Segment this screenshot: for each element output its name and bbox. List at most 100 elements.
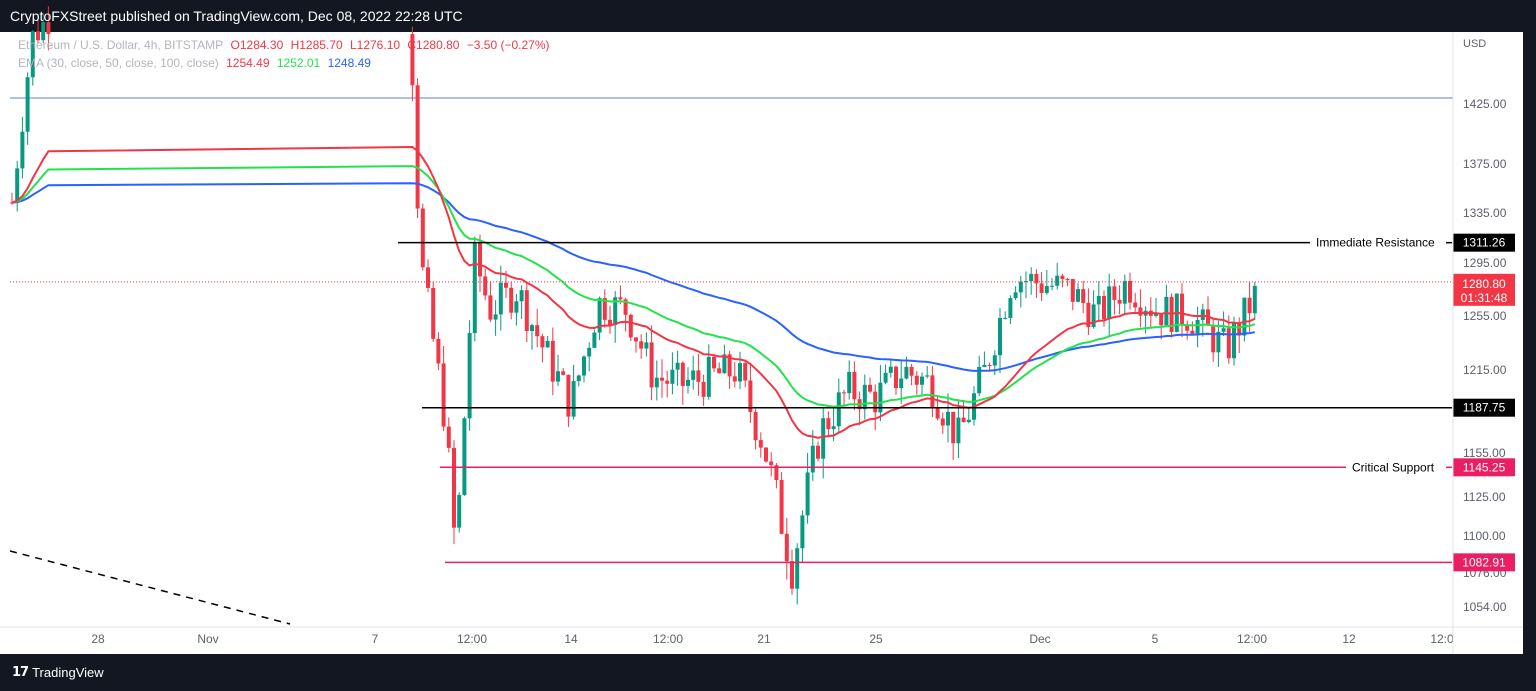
candle-body xyxy=(743,363,748,381)
candle-body xyxy=(748,380,753,412)
candle-body xyxy=(566,374,571,417)
x-tick-label: 5 xyxy=(1152,632,1159,646)
x-tick-label: 21 xyxy=(757,632,771,646)
x-tick-label: 12:00 xyxy=(1237,632,1267,646)
candle-body xyxy=(30,31,35,78)
ema30-value: 1254.49 xyxy=(226,56,270,70)
level-1187-price-tag xyxy=(1453,398,1515,417)
candle-body xyxy=(1112,286,1117,300)
candle-body xyxy=(410,34,415,86)
candle-body xyxy=(842,392,846,394)
candle-body xyxy=(446,426,451,448)
candle-body xyxy=(836,392,841,427)
symbol-name: Ethereum / U.S. Dollar, 4h, BITSTAMP xyxy=(18,38,224,52)
candle-body xyxy=(1252,285,1257,314)
candle-body xyxy=(951,411,956,444)
candle-body xyxy=(483,276,488,296)
candle-body xyxy=(1065,278,1070,280)
candle-body xyxy=(878,382,883,413)
change-value: −3.50 (−0.27%) xyxy=(466,38,550,52)
y-tick-label: 1335.00 xyxy=(1463,206,1507,220)
candle-body xyxy=(888,366,893,373)
ema50-value: 1252.01 xyxy=(276,56,321,70)
candle-body xyxy=(914,375,919,385)
candle-body xyxy=(431,287,436,339)
candle-body xyxy=(608,319,612,326)
candle-body xyxy=(1044,286,1049,293)
resistance-price-tag xyxy=(1453,233,1515,252)
candle-body xyxy=(46,22,51,35)
candle-body xyxy=(1076,289,1080,302)
candle-body xyxy=(628,314,633,338)
footer-bar: 17 TradingView xyxy=(0,654,1536,691)
high-value: H1285.70 xyxy=(290,38,343,52)
candle-body xyxy=(618,297,623,300)
candle-body xyxy=(966,419,971,423)
candle-body xyxy=(644,342,649,349)
candle-body xyxy=(462,418,467,495)
symbol-legend: Ethereum / U.S. Dollar, 4h, BITSTAMP O12… xyxy=(18,38,554,52)
candle-body xyxy=(634,337,638,342)
candle-body xyxy=(717,368,722,374)
candle-body xyxy=(441,363,446,427)
candle-body xyxy=(550,340,555,382)
candle-body xyxy=(25,77,30,132)
candle-body xyxy=(649,342,654,388)
y-tick-label: 1295.00 xyxy=(1463,256,1507,270)
y-tick-label: 1054.00 xyxy=(1463,600,1507,614)
ema50-line xyxy=(11,165,1256,408)
candle-body xyxy=(576,375,581,382)
candle-body xyxy=(977,366,982,394)
candle-body xyxy=(1164,296,1169,326)
x-tick-label: 12:0 xyxy=(1430,632,1454,646)
candle-body xyxy=(1226,328,1231,359)
candle-body xyxy=(1018,281,1023,293)
candle-body xyxy=(795,548,800,589)
candle-body xyxy=(488,295,493,320)
candle-body xyxy=(665,380,670,384)
candle-body xyxy=(478,242,482,277)
candle-body xyxy=(758,440,763,448)
candle-body xyxy=(602,298,607,320)
candle-body xyxy=(805,472,810,516)
candle-body xyxy=(701,381,706,397)
candle-body xyxy=(753,411,758,441)
candle-body xyxy=(504,282,508,288)
candle-body xyxy=(556,371,560,382)
candle-body xyxy=(41,22,46,41)
x-tick-label: Nov xyxy=(197,632,218,646)
candle-body xyxy=(472,242,477,334)
candle-body xyxy=(956,417,961,444)
x-tick-label: 14 xyxy=(564,632,578,646)
candle-body xyxy=(561,371,566,375)
candle-body xyxy=(1070,279,1075,302)
low-1082-price-value: 1082.91 xyxy=(1462,555,1506,569)
candle-body xyxy=(1190,330,1195,335)
y-axis-unit: USD xyxy=(1463,38,1486,50)
candle-body xyxy=(1008,298,1013,318)
close-value: C1280.80 xyxy=(407,38,460,52)
ema100-value: 1248.49 xyxy=(327,56,371,70)
candle-body xyxy=(686,379,690,386)
candle-body xyxy=(457,494,462,528)
publish-title: CryptoFXStreet published on TradingView.… xyxy=(10,8,463,24)
candle-body xyxy=(738,363,742,382)
candle-body xyxy=(816,445,820,459)
resistance-price-value: 1311.26 xyxy=(1463,236,1506,250)
footer-brand[interactable]: TradingView xyxy=(32,665,104,680)
candle-body xyxy=(1159,313,1164,326)
candle-body xyxy=(1195,319,1200,335)
candle-body xyxy=(831,426,836,430)
candle-body xyxy=(826,418,831,430)
x-tick-label: 12:00 xyxy=(457,632,487,646)
candle-body xyxy=(862,384,867,410)
ema30-line xyxy=(11,145,1256,439)
candle-body xyxy=(706,356,711,397)
candle-body xyxy=(935,408,940,419)
candle-body xyxy=(1003,317,1008,319)
last-price-tag xyxy=(1453,273,1515,306)
candle-body xyxy=(847,371,852,394)
candle-body xyxy=(1154,313,1158,316)
